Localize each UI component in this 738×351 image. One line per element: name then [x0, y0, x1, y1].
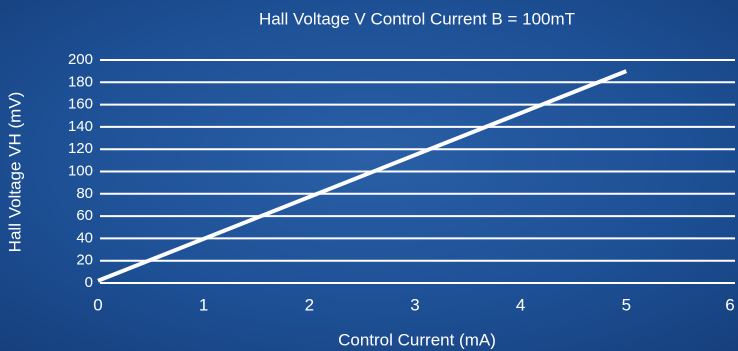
y-tick-label: 80 — [76, 185, 93, 202]
x-tick-label: 0 — [93, 295, 102, 314]
y-tick-label: 200 — [68, 51, 93, 68]
y-tick-label: 180 — [68, 73, 93, 90]
y-axis-title: Hall Voltage VH (mV) — [5, 92, 24, 253]
x-tick-label: 4 — [516, 295, 525, 314]
x-tick-label: 6 — [725, 295, 734, 314]
y-tick-label: 40 — [76, 229, 93, 246]
x-tick-label: 2 — [305, 295, 314, 314]
chart: Hall Voltage V Control Current B = 100mT… — [0, 0, 738, 351]
y-tick-label: 100 — [68, 162, 93, 179]
y-tick-label: 160 — [68, 96, 93, 113]
y-tick-label: 140 — [68, 118, 93, 135]
y-tick-label: 60 — [76, 207, 93, 224]
y-tick-label: 20 — [76, 252, 93, 269]
y-tick-label: 0 — [85, 274, 93, 291]
x-tick-label: 1 — [199, 295, 208, 314]
x-tick-label: 3 — [410, 295, 419, 314]
x-axis-title: Control Current (mA) — [338, 330, 496, 349]
chart-title: Hall Voltage V Control Current B = 100mT — [259, 9, 575, 28]
x-tick-label: 5 — [622, 295, 631, 314]
y-tick-label: 120 — [68, 140, 93, 157]
